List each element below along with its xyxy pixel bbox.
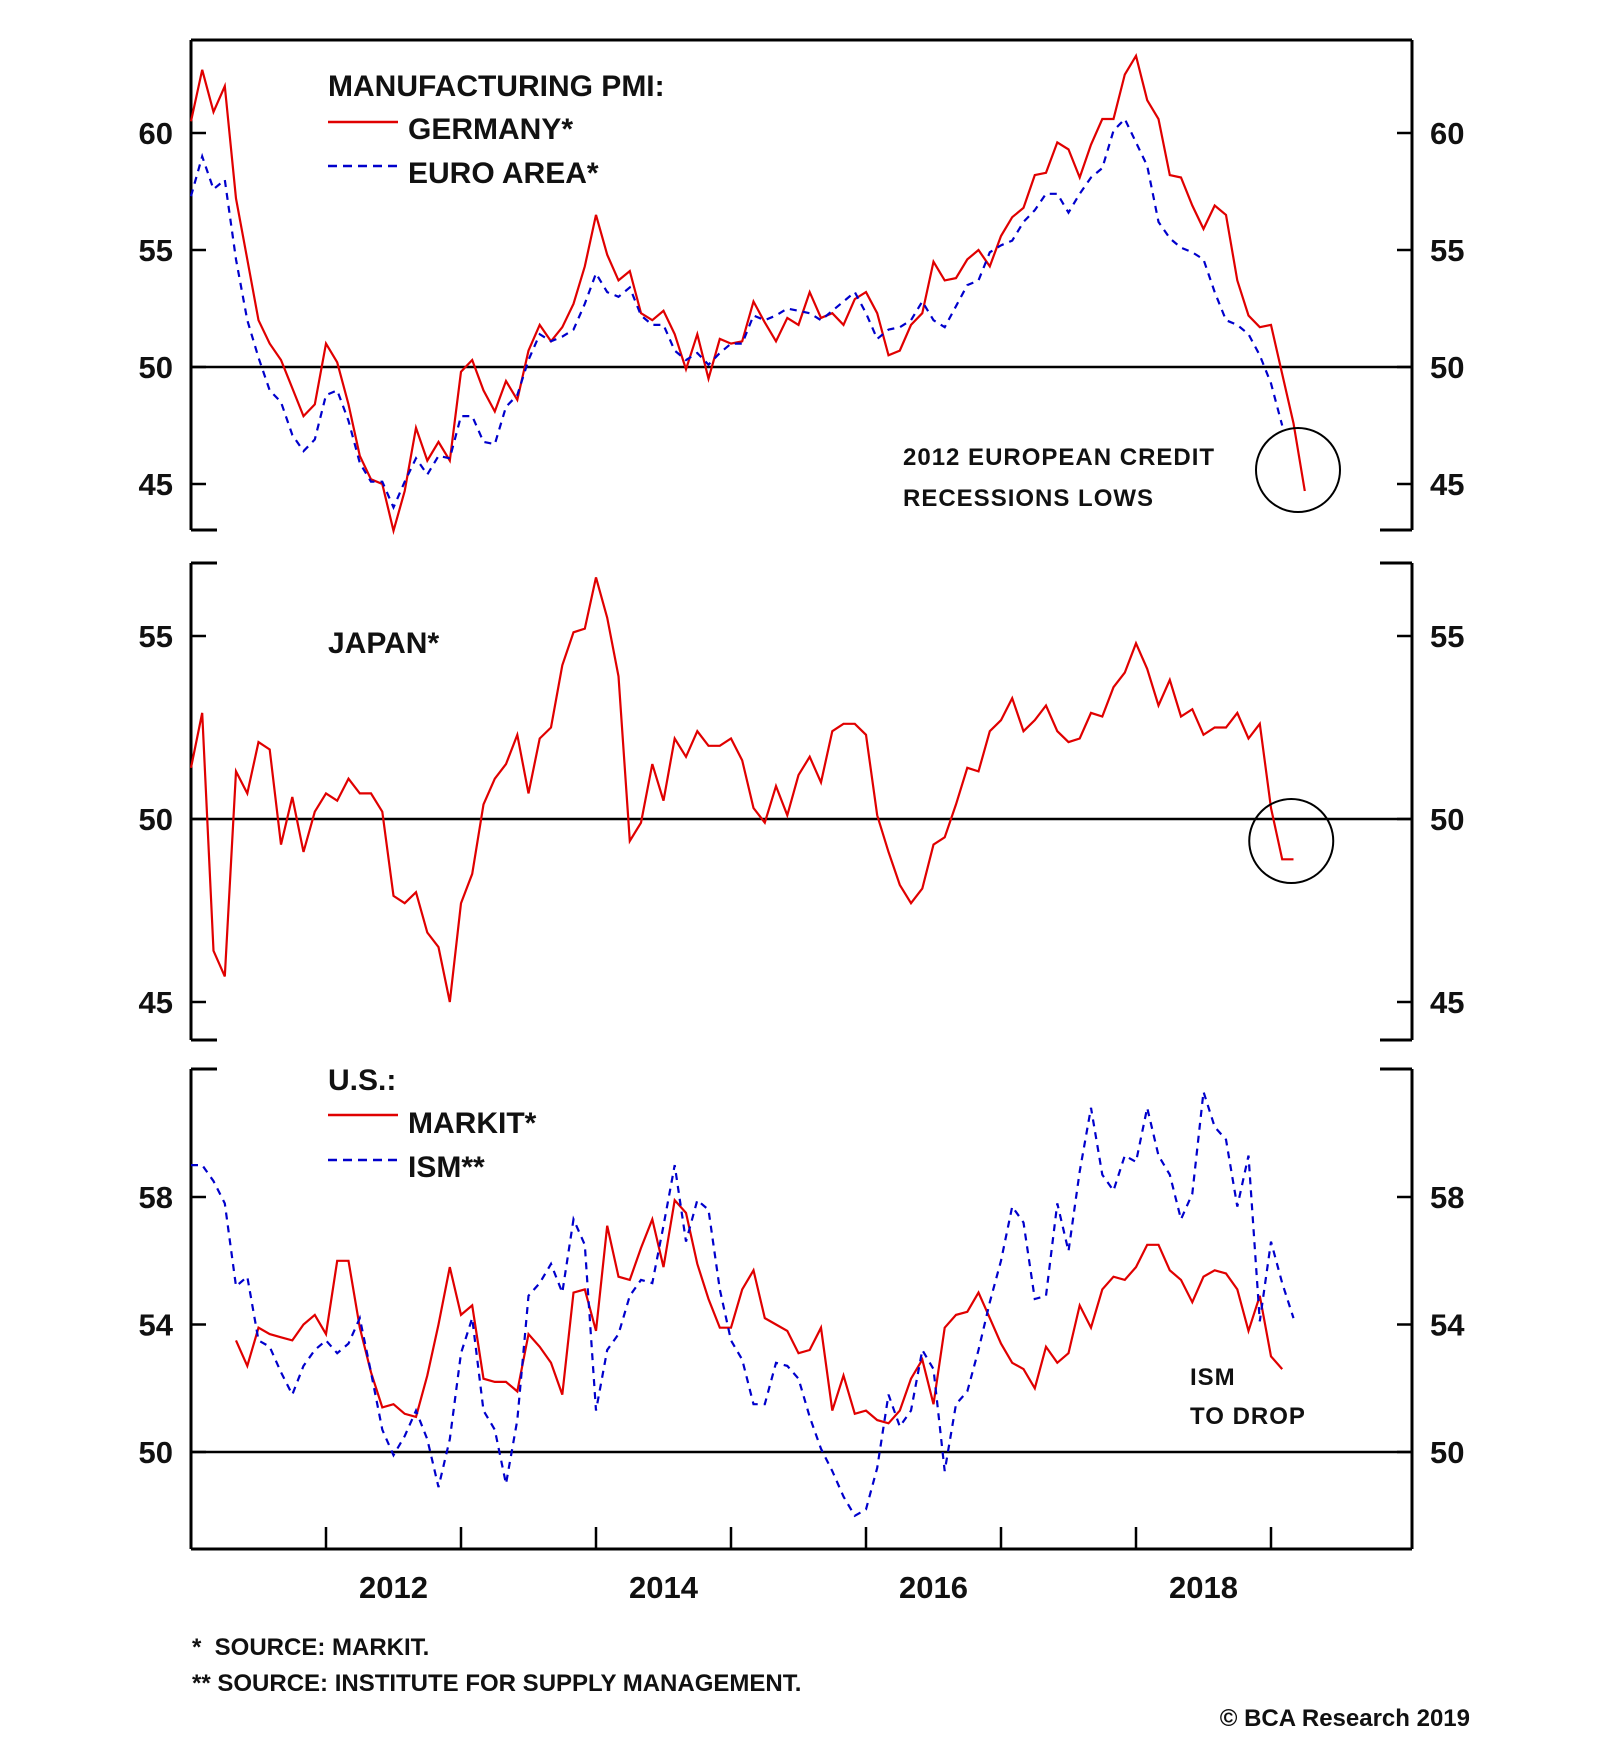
- y-tick-label-left: 54: [139, 1308, 174, 1343]
- footnote-ism: ** SOURCE: INSTITUTE FOR SUPPLY MANAGEME…: [192, 1670, 801, 1697]
- y-tick-label-left: 55: [139, 619, 173, 654]
- y-tick-label-right: 55: [1430, 619, 1464, 654]
- footnote-markit: * SOURCE: MARKIT.: [192, 1634, 429, 1661]
- y-tick-label-left: 45: [139, 467, 173, 502]
- y-tick-label-right: 55: [1430, 233, 1464, 268]
- annotation-credit-line1: 2012 EUROPEAN CREDIT: [903, 444, 1215, 471]
- x-tick-label-2014: 2014: [629, 1570, 699, 1605]
- x-tick-label-2012: 2012: [359, 1570, 428, 1605]
- x-axis-labels: 2012 2014 2016 2018: [359, 1570, 1238, 1605]
- y-tick-label-right: 50: [1430, 350, 1464, 385]
- y-tick-label-right: 58: [1430, 1180, 1464, 1215]
- x-tick-label-2016: 2016: [899, 1570, 968, 1605]
- series-japan: [189, 577, 1294, 1003]
- legend-markit-label: MARKIT*: [408, 1107, 537, 1140]
- middle-panel-title: JAPAN*: [328, 627, 439, 660]
- y-tick-label-right: 60: [1430, 116, 1464, 151]
- y-tick-label-left: 55: [139, 233, 173, 268]
- y-tick-label-right: 45: [1430, 985, 1464, 1020]
- y-tick-label-right: 45: [1430, 467, 1464, 502]
- y-tick-label-right: 50: [1430, 802, 1464, 837]
- panel-middle: 45 45 50 50 55 55: [139, 561, 1464, 1042]
- y-tick-label-right: 54: [1430, 1308, 1465, 1343]
- panel-top: 45 45 50 50 55 55 60 60: [139, 38, 1464, 536]
- legend-euro-area-label: EURO AREA*: [408, 157, 599, 190]
- annotation-ism-line1: ISM: [1190, 1364, 1236, 1391]
- highlight-circle: [1248, 797, 1335, 884]
- series-ism: [191, 1091, 1295, 1518]
- y-tick-label-left: 60: [139, 116, 173, 151]
- x-tick-label-2018: 2018: [1169, 1570, 1238, 1605]
- series-germany: [189, 52, 1306, 536]
- annotation-credit-line2: RECESSIONS LOWS: [903, 485, 1154, 512]
- y-tick-label-left: 58: [139, 1180, 173, 1215]
- annotation-ism-line2: TO DROP: [1190, 1403, 1306, 1430]
- copyright: © BCA Research 2019: [1220, 1705, 1470, 1732]
- series-euro-area: [189, 117, 1284, 511]
- y-tick-label-left: 50: [139, 802, 173, 837]
- y-tick-label-left: 50: [139, 1435, 173, 1470]
- legend-germany-label: GERMANY*: [408, 113, 573, 146]
- y-tick-label-left: 45: [139, 985, 173, 1020]
- highlight-circle: [1255, 426, 1341, 513]
- bottom-panel-title: U.S.:: [328, 1064, 396, 1097]
- legend-ism-label: ISM**: [408, 1151, 485, 1184]
- panel-bottom: 50 50 54 54 58 58: [139, 1067, 1465, 1551]
- top-panel-title: MANUFACTURING PMI:: [328, 70, 665, 103]
- y-tick-label-right: 50: [1430, 1435, 1464, 1470]
- y-tick-label-left: 50: [139, 350, 173, 385]
- series-markit: [234, 1197, 1284, 1425]
